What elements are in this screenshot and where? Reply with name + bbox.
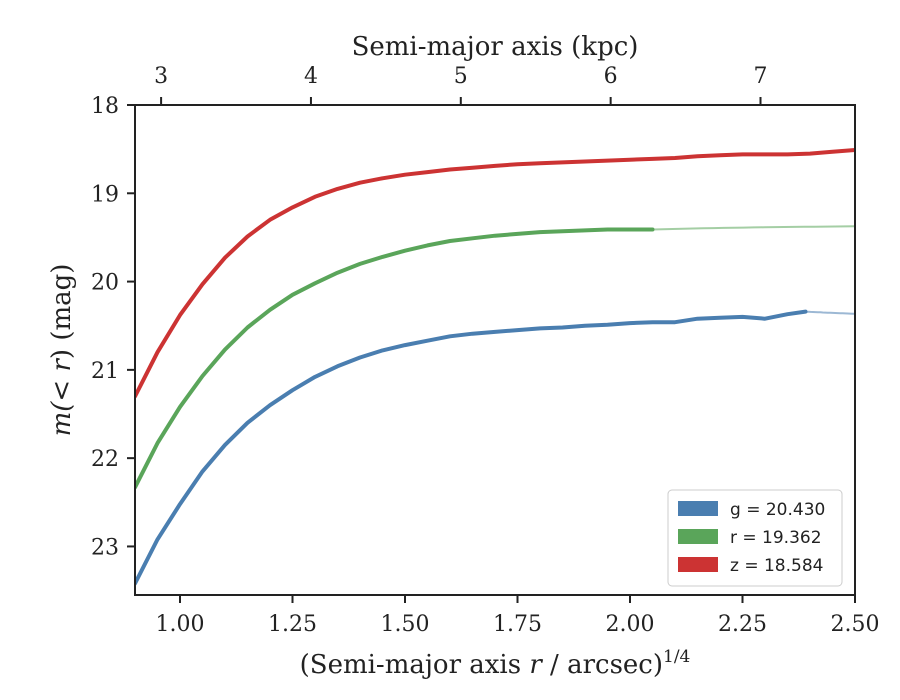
- series-g-model-line: [805, 310, 855, 315]
- y-tick-label: 21: [91, 359, 119, 384]
- y-axis-title: m(< r) (mag): [47, 264, 77, 437]
- plot-frame: [134, 104, 856, 596]
- bottom-tick-label: 1.00: [156, 612, 205, 637]
- top-axis: 3 4 5 6 7: [154, 64, 768, 105]
- top-tick-label: 4: [304, 64, 318, 89]
- legend: g = 20.430 r = 19.362 z = 18.584: [667, 489, 843, 587]
- top-tick-label: 7: [754, 64, 768, 89]
- bottom-tick-label: 2.50: [831, 612, 880, 637]
- bottom-axis: 1.00 1.25 1.50 1.75 2.00 2.25 2.50: [156, 595, 880, 637]
- series-r-line: [135, 227, 655, 490]
- legend-label-z: z = 18.584: [730, 556, 823, 576]
- bottom-tick-label: 1.75: [493, 612, 542, 637]
- legend-swatch-g: [678, 501, 718, 516]
- y-tick-label: 20: [91, 271, 119, 296]
- top-tick-label: 6: [604, 64, 618, 89]
- plot-area: [135, 148, 855, 586]
- series-r-model-line: [652, 225, 855, 231]
- bottom-axis-title: (Semi-major axis r / arcsec)1/4: [300, 647, 691, 680]
- legend-label-r: r = 19.362: [730, 528, 822, 548]
- y-tick-label: 18: [91, 94, 119, 119]
- y-tick-label: 23: [91, 535, 119, 560]
- bottom-tick-label: 2.00: [606, 612, 655, 637]
- top-tick-label: 5: [454, 64, 468, 89]
- legend-swatch-r: [678, 529, 718, 544]
- bottom-tick-label: 1.50: [381, 612, 430, 637]
- y-tick-label: 22: [91, 447, 119, 472]
- series-z-line: [135, 148, 855, 399]
- bottom-tick-label: 2.25: [718, 612, 767, 637]
- top-axis-title: Semi-major axis (kpc): [352, 32, 639, 62]
- y-axis: 18 19 20 21 22 23: [91, 94, 135, 560]
- series-g-line: [135, 309, 808, 586]
- bottom-tick-label: 1.25: [268, 612, 317, 637]
- top-tick-label: 3: [154, 64, 168, 89]
- y-tick-label: 19: [91, 182, 119, 207]
- legend-swatch-z: [678, 557, 718, 572]
- legend-label-g: g = 20.430: [730, 500, 825, 520]
